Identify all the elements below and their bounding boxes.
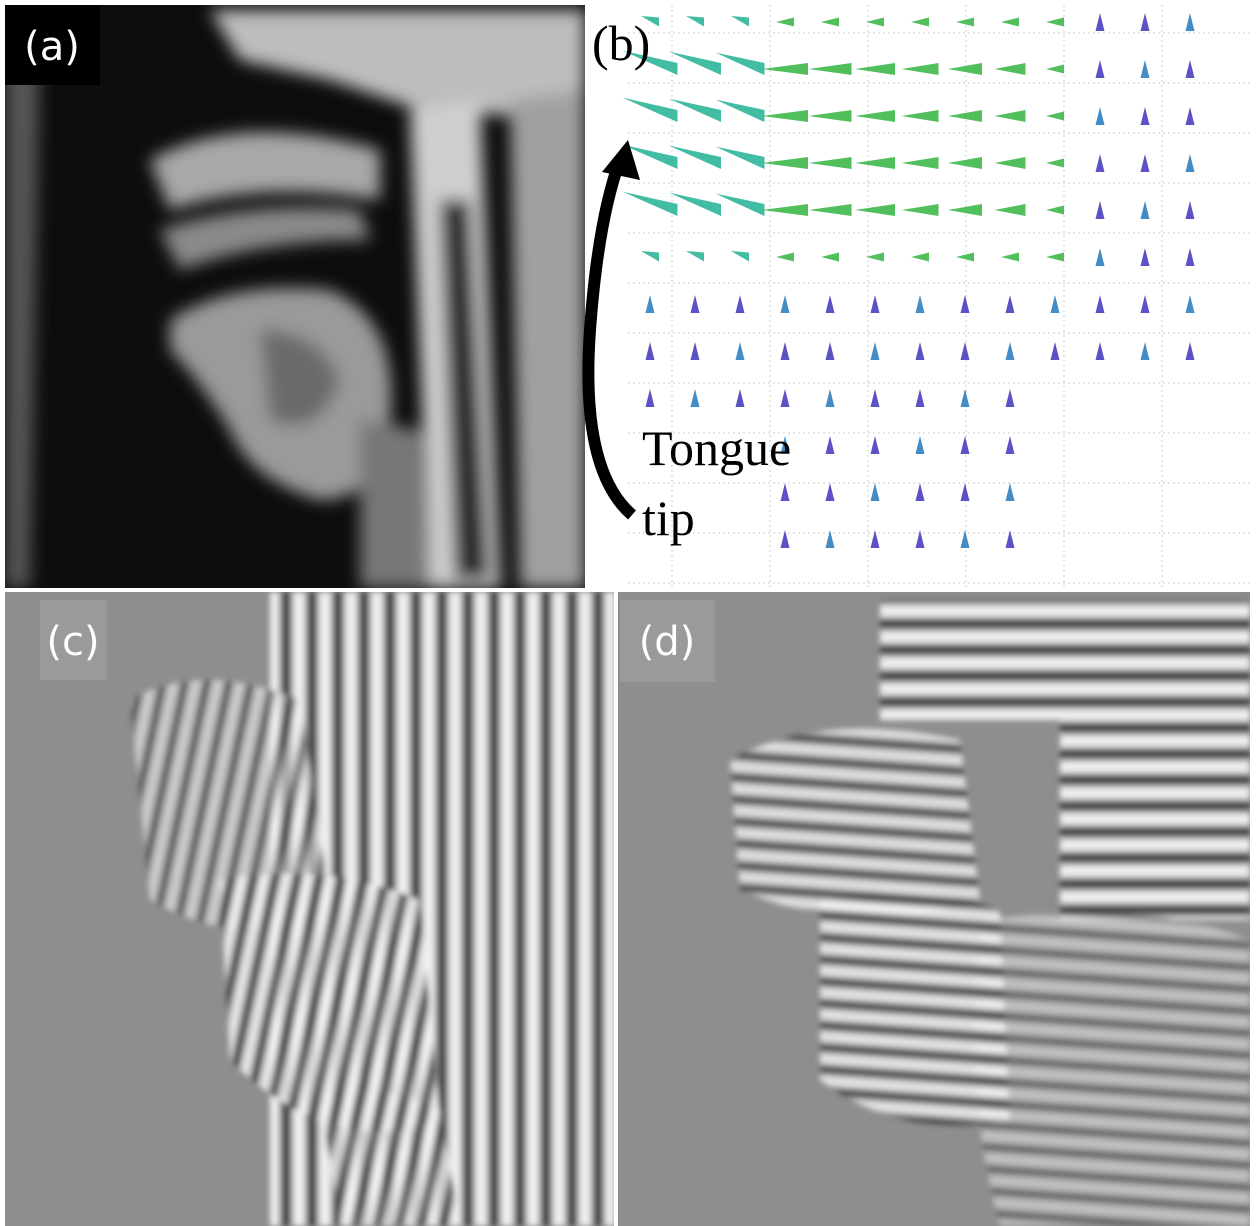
annotation: Tongue [642,420,791,476]
panel-d: (d) [618,592,1250,1226]
panel-label: (d) [639,619,696,665]
annotation: tip [642,490,695,546]
panel-label: (c) [46,619,99,665]
panel-b: (b) Tongue tip [588,5,1250,588]
panel-a: (a) [5,5,585,588]
panel-c: (c) [5,592,615,1226]
figure: (a) (b) Tongue tip (c) [0,0,1256,1226]
page: (a) (b) Tongue tip (c) [0,0,1256,1226]
panel-label: (a) [24,24,80,70]
panel-label: (b) [592,15,650,71]
